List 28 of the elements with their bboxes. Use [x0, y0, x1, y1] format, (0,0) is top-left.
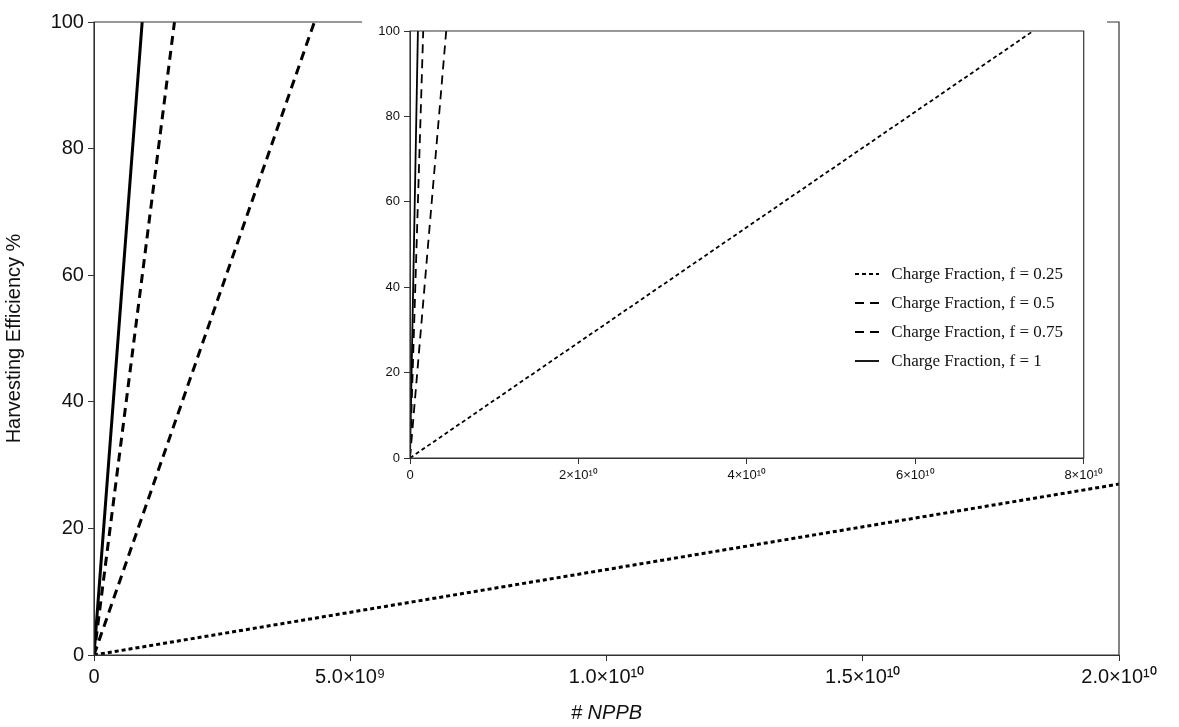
y-tick-label: 60: [385, 193, 400, 209]
x-tick-label: 0: [88, 664, 100, 687]
x-tick-label: 1.0×10¹⁰: [568, 664, 645, 687]
x-tick-label: 1.5×10¹⁰: [825, 664, 901, 687]
x-tick-label: 2.0×10¹⁰: [1081, 664, 1157, 687]
y-tick-label: 100: [378, 22, 400, 38]
legend-label: Charge Fraction, f = 0.5: [891, 292, 1055, 313]
y-tick-label: 80: [61, 136, 84, 159]
x-tick-label: 8×10¹⁰: [1064, 467, 1104, 483]
y-tick-label: 40: [385, 278, 400, 294]
legend-label: Charge Fraction, f = 0.25: [891, 263, 1063, 284]
x-axis-title: # NPPB: [570, 700, 643, 723]
legend-label: Charge Fraction, f = 0.75: [891, 321, 1063, 342]
x-tick-label: 2×10¹⁰: [559, 467, 598, 483]
y-axis-title: Harvesting Efficiency %: [1, 233, 24, 444]
x-tick-label: 5.0×10⁹: [315, 664, 386, 687]
y-tick-label: 40: [61, 389, 84, 412]
x-tick-label: 4×10¹⁰: [727, 467, 767, 483]
y-tick-label: 60: [61, 262, 84, 285]
x-tick-label: 0: [406, 467, 414, 483]
y-tick-label: 0: [72, 642, 84, 665]
legend-label: Charge Fraction, f = 1: [891, 350, 1042, 371]
y-tick-label: 80: [385, 107, 400, 123]
y-tick-label: 0: [392, 449, 400, 465]
x-tick-label: 6×10¹⁰: [895, 467, 935, 483]
y-tick-label: 100: [50, 9, 84, 32]
y-tick-label: 20: [385, 364, 400, 380]
y-tick-label: 20: [61, 515, 84, 538]
